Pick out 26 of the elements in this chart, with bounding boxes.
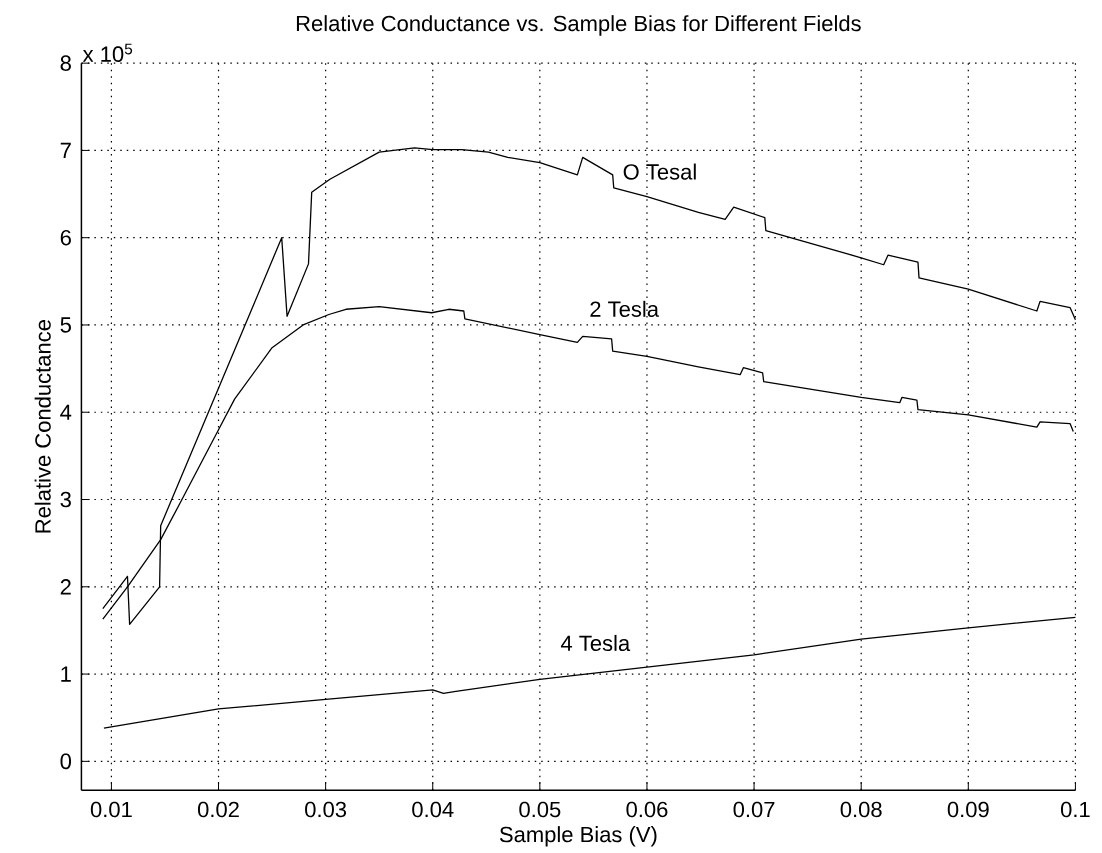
x-tick-label: 0.05 (519, 801, 561, 818)
y-tick-label: 6 (60, 229, 71, 246)
series-label: 2 Tesla (590, 300, 660, 317)
x-tick-label: 0.04 (412, 801, 454, 818)
y-tick-label: 2 (60, 579, 71, 595)
chart-title: Relative Conductance vs. Sample Bias for Different Fields (296, 15, 861, 36)
series-label: 4 Tesla (560, 634, 631, 652)
y-tick-label: 3 (60, 491, 71, 508)
y-tick-label: 5 (60, 317, 71, 333)
x-tick-label: 0.01 (90, 801, 132, 818)
series-label: O Tesal (623, 163, 696, 180)
x-tick-label: 0.06 (626, 801, 668, 818)
y-tick-label: 7 (60, 142, 71, 158)
x-tick-label: 0.07 (733, 801, 775, 818)
x-tick-label: 0.03 (305, 801, 347, 818)
x-tick-label: 0.08 (840, 801, 882, 818)
x-tick-label: 0.09 (947, 801, 989, 818)
y-tick-label: 0 (60, 753, 72, 770)
x-tick-label: 0.02 (197, 801, 239, 818)
y-tick-label: 8 (60, 55, 71, 71)
x-axis-title: Sample Bias (V) (499, 826, 657, 847)
y-tick-label: 1 (61, 666, 71, 682)
y-tick-label: 4 (60, 404, 72, 420)
x-tick-label: 0.1 (1060, 801, 1090, 818)
text: x 10$^{5}$ (82, 43, 133, 62)
y-axis-title: Relative Conductance (34, 320, 51, 533)
